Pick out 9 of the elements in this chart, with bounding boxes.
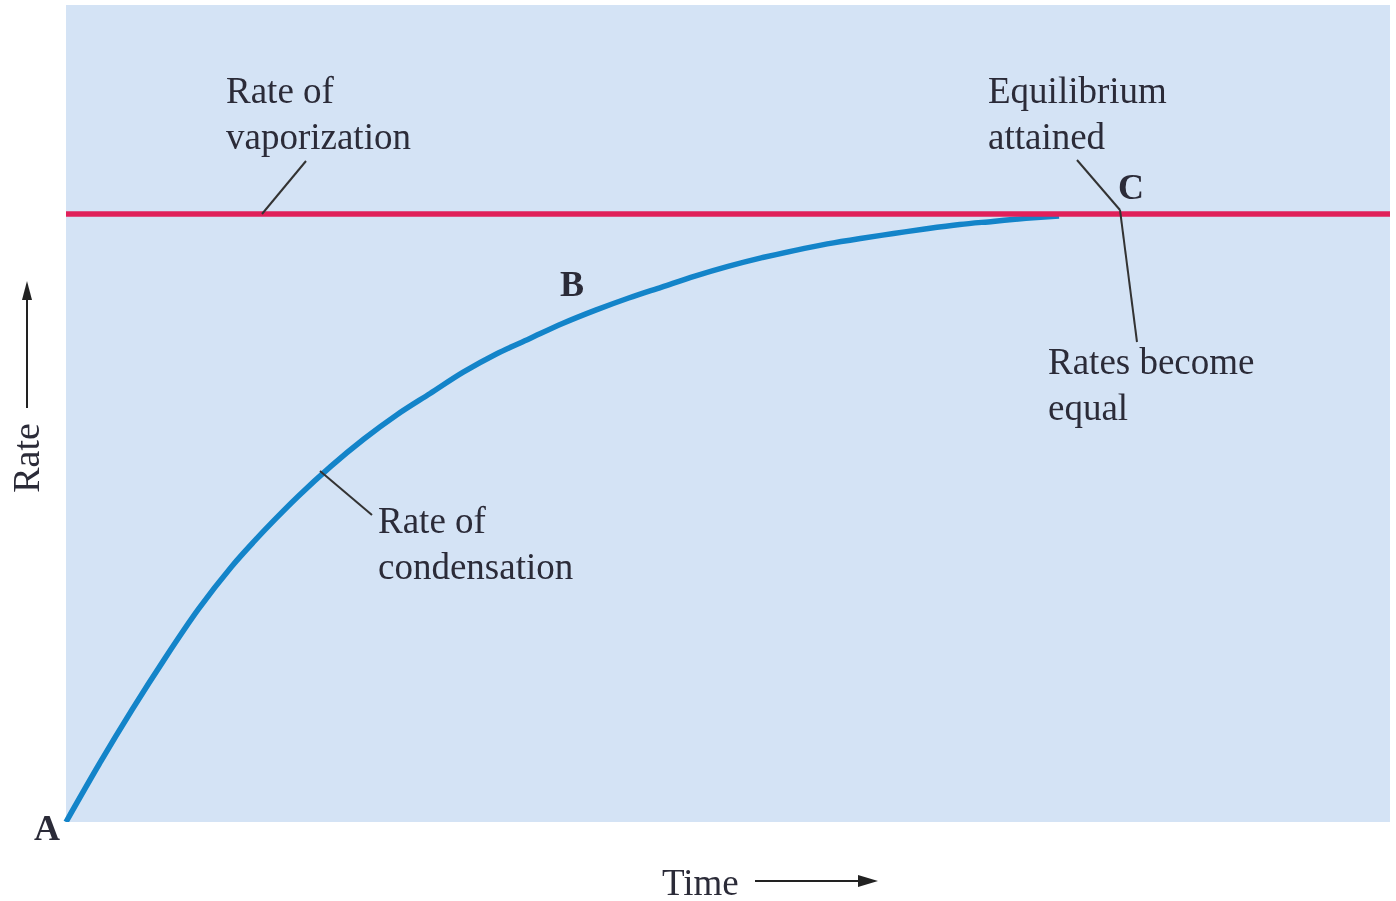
series-label: Rate of condensation [378,499,575,589]
series-label: Rate of vaporization [226,69,412,159]
text: A [34,807,60,850]
text: C [1118,166,1144,209]
y-axis-title: Rate [5,423,47,493]
x-axis-title: Time [662,861,739,901]
annotation: Rates become equal [1048,340,1256,430]
annotation: B [559,263,585,306]
text: Equilibrium attained [988,69,1168,159]
